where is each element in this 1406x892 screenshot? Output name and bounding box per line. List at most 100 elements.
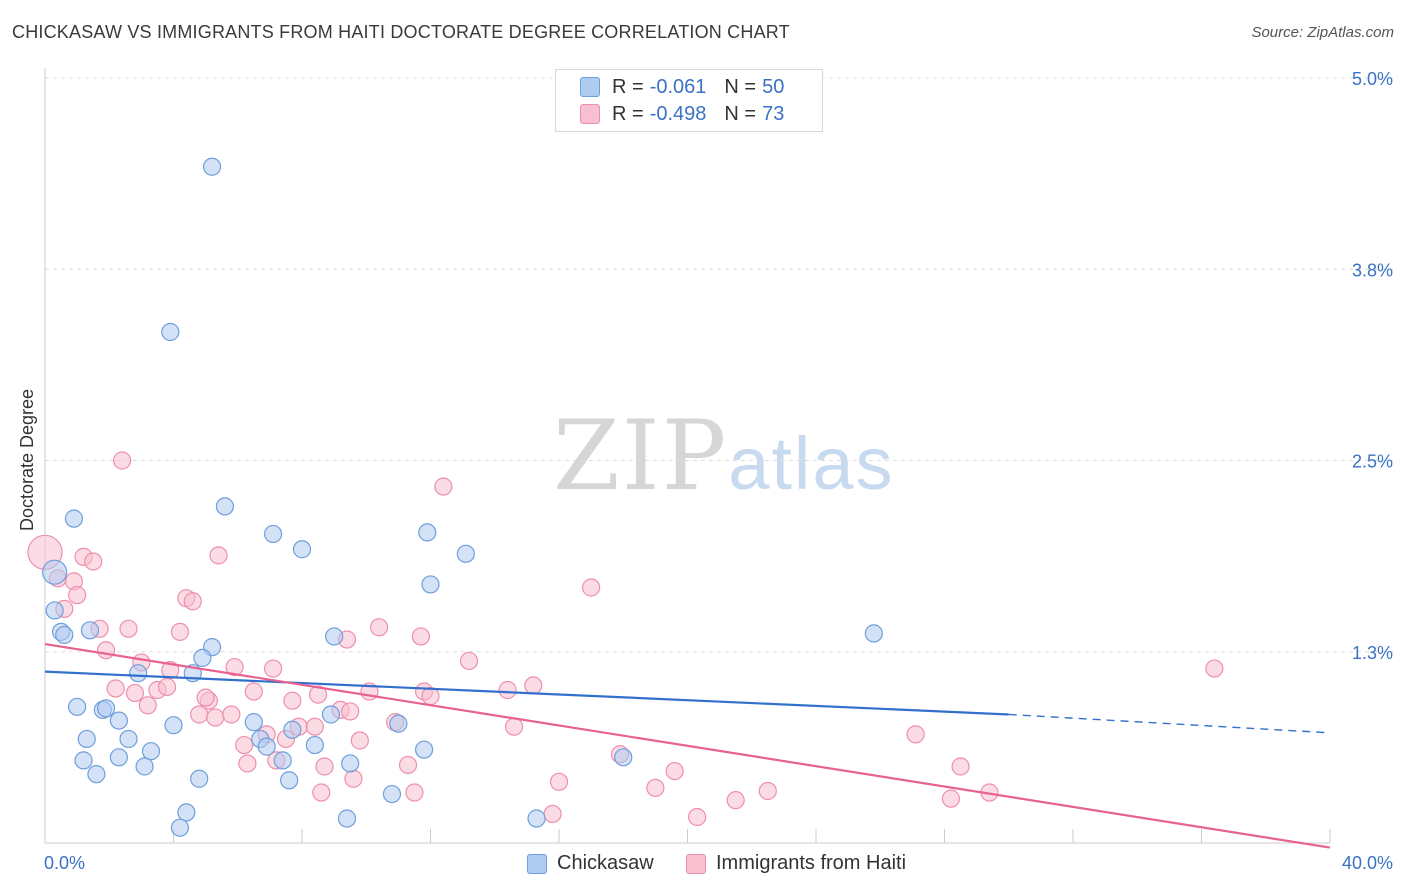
y-tick-label: 2.5%	[1352, 452, 1393, 472]
chickasaw-point	[337, 809, 357, 828]
bottom-legend-chickasaw: Chickasaw	[527, 852, 654, 875]
chickasaw-point	[421, 575, 440, 594]
chickasaw-point	[244, 713, 263, 732]
chart-title: CHICKASAW VS IMMIGRANTS FROM HAITI DOCTO…	[12, 22, 790, 42]
chickasaw-point	[325, 627, 344, 646]
legend-swatch-chickasaw	[580, 77, 600, 97]
chickasaw-point	[80, 621, 100, 640]
chickasaw-point	[42, 559, 68, 585]
chickasaw-point	[74, 751, 93, 770]
chickasaw-point	[164, 716, 183, 735]
chickasaw-point	[614, 748, 633, 767]
haiti-point	[170, 622, 190, 641]
axis-layer	[44, 68, 1331, 844]
chickasaw-point	[273, 751, 292, 770]
haiti-point	[421, 687, 440, 706]
legend-n-label: N =	[724, 102, 757, 125]
x-tick-label-min: 0.0%	[44, 853, 85, 873]
haiti-point	[196, 688, 215, 707]
chickasaw-point	[305, 735, 324, 755]
bottom-legend-haiti: Immigrants from Haiti	[686, 852, 906, 875]
haiti-point	[315, 757, 334, 776]
haiti-point	[125, 683, 145, 703]
haiti-point	[190, 705, 209, 724]
chickasaw-point	[190, 769, 209, 788]
haiti-point	[350, 731, 369, 750]
haiti-point	[951, 757, 970, 776]
chickasaw-point	[109, 711, 128, 730]
haiti-point	[504, 717, 524, 736]
haiti-point	[344, 769, 363, 788]
haiti-point	[138, 696, 157, 715]
chickasaw-point	[202, 157, 222, 176]
chickasaw-trend-extension	[1008, 713, 1331, 734]
haiti-point	[119, 619, 138, 638]
chickasaw-point	[45, 601, 64, 620]
chickasaw-point	[96, 699, 116, 718]
haiti-point	[209, 546, 228, 565]
bottom-legend-label-haiti: Immigrants from Haiti	[716, 852, 907, 874]
chickasaw-point	[418, 523, 437, 542]
chickasaw-point	[864, 624, 883, 643]
haiti-point	[96, 641, 116, 660]
haiti-point	[225, 657, 244, 677]
haiti-point	[524, 676, 543, 695]
chickasaw-point	[129, 664, 148, 683]
haiti-point	[222, 705, 241, 724]
trend-layer	[44, 643, 1331, 849]
watermark-zip: ZIP	[553, 400, 729, 512]
chickasaw-point	[389, 714, 408, 733]
chickasaw-point	[170, 818, 190, 837]
haiti-point	[498, 680, 517, 700]
chickasaw-point	[141, 742, 161, 761]
chickasaw-point	[68, 697, 87, 716]
haiti-point	[308, 685, 328, 704]
haiti-point	[68, 586, 87, 605]
watermark: ZIPatlas	[553, 400, 895, 512]
x-tick-label-max: 40.0%	[1342, 853, 1393, 873]
y-tick-label: 1.3%	[1352, 643, 1393, 663]
haiti-point	[941, 789, 961, 808]
haiti-point	[341, 702, 360, 721]
haiti-point	[459, 651, 479, 671]
haiti-point	[106, 679, 125, 698]
haiti-point	[183, 592, 202, 611]
chickasaw-point	[177, 803, 196, 822]
haiti-point	[238, 754, 257, 773]
chickasaw-point	[263, 524, 283, 544]
chickasaw-point	[527, 809, 546, 828]
haiti-point	[84, 552, 103, 571]
haiti-point	[665, 761, 684, 781]
haiti-point	[549, 772, 569, 791]
haiti-point	[726, 791, 745, 810]
chickasaw-point	[109, 748, 128, 767]
haiti-point	[206, 708, 225, 727]
stats-legend: R = -0.061 N = 50 R = -0.498 N = 73	[555, 69, 823, 132]
haiti-point	[370, 618, 389, 637]
chickasaw-point	[135, 757, 154, 776]
haiti-point	[434, 477, 453, 496]
haiti-point	[235, 735, 254, 755]
source-label: Source: ZipAtlas.com	[1251, 24, 1394, 41]
haiti-point	[283, 691, 302, 710]
bottom-legend-swatch-chickasaw	[527, 853, 547, 874]
grid-layer	[45, 77, 1395, 653]
chickasaw-point	[414, 740, 434, 759]
haiti-point	[582, 578, 601, 597]
haiti-point	[244, 682, 263, 701]
haiti-point	[1205, 659, 1224, 678]
haiti-point	[688, 807, 707, 827]
haiti-trend-line	[44, 643, 1331, 849]
y-axis-label: Doctorate Degree	[17, 389, 37, 531]
haiti-point	[112, 451, 132, 470]
haiti-point	[312, 783, 331, 802]
chickasaw-point	[341, 754, 360, 773]
chickasaw-point	[382, 784, 402, 804]
chickasaw-point	[77, 729, 96, 749]
bottom-legend-label-chickasaw: Chickasaw	[557, 852, 654, 874]
chickasaw-point	[456, 544, 475, 563]
haiti-point	[906, 725, 925, 744]
legend-n-value: 73	[762, 102, 785, 125]
y-tick-label: 5.0%	[1352, 69, 1393, 89]
haiti-point	[411, 627, 430, 646]
